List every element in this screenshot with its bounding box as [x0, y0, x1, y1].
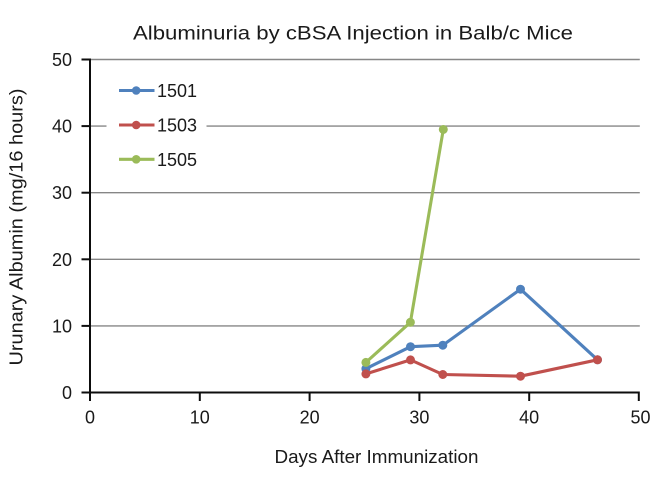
svg-text:1503: 1503: [157, 116, 197, 136]
svg-text:50: 50: [52, 50, 72, 70]
svg-text:20: 20: [300, 408, 320, 428]
svg-text:10: 10: [52, 316, 72, 336]
svg-text:20: 20: [52, 250, 72, 270]
svg-text:Urunary Albumin (mg/16 hours): Urunary Albumin (mg/16 hours): [6, 89, 27, 366]
svg-text:Days After Immunization: Days After Immunization: [275, 446, 479, 467]
svg-text:0: 0: [85, 408, 95, 428]
svg-text:30: 30: [52, 183, 72, 203]
svg-text:0: 0: [62, 383, 72, 403]
svg-text:1505: 1505: [157, 150, 197, 170]
svg-text:10: 10: [190, 408, 210, 428]
svg-text:40: 40: [519, 408, 539, 428]
svg-text:Albuminuria by cBSA Injection: Albuminuria by cBSA Injection in Balb/c …: [133, 23, 573, 45]
svg-text:30: 30: [409, 408, 429, 428]
svg-text:1501: 1501: [157, 81, 197, 101]
svg-text:50: 50: [630, 408, 650, 428]
svg-text:40: 40: [52, 117, 72, 137]
